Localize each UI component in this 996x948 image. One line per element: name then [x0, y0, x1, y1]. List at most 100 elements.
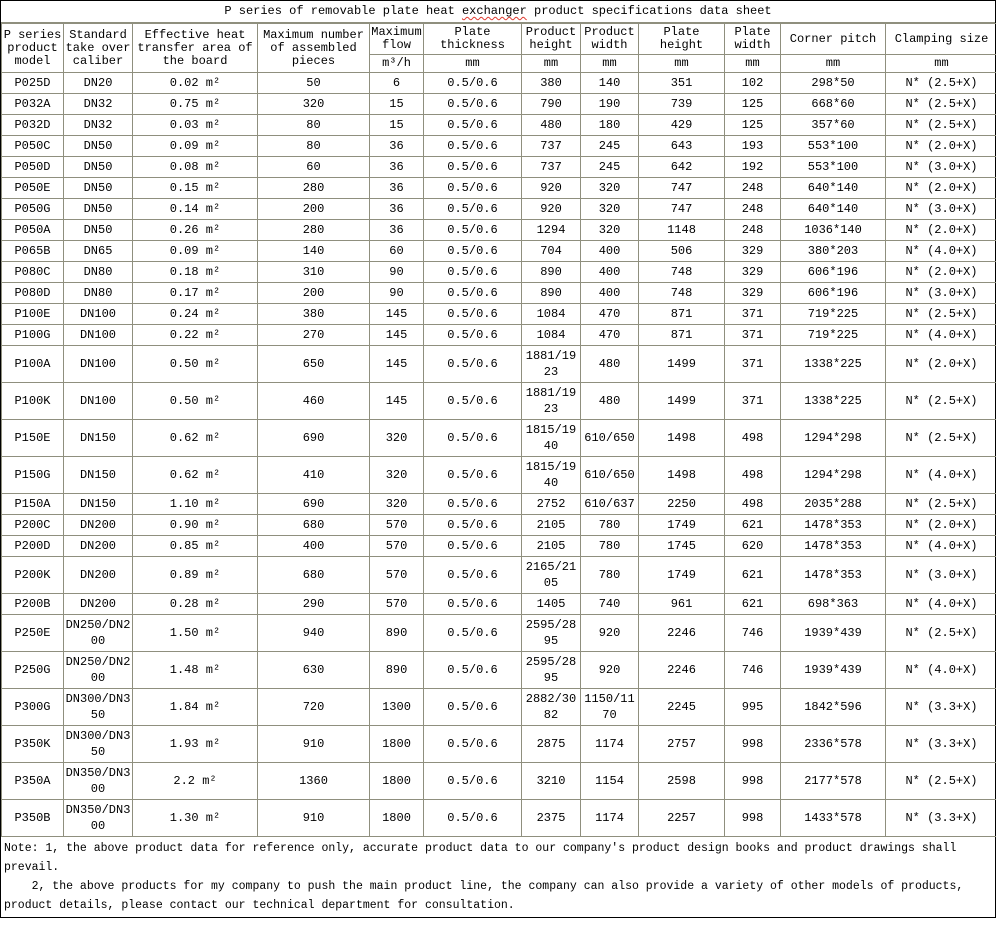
cell-product-height: 1405 — [521, 593, 581, 615]
cell-max-flow: 320 — [369, 419, 424, 457]
cell-pieces: 200 — [257, 282, 370, 304]
cell-pieces: 280 — [257, 177, 370, 199]
cell-area: 1.48 m² — [132, 651, 258, 689]
cell-plate-height: 739 — [638, 93, 725, 115]
cell-product-width: 610/637 — [580, 493, 639, 515]
cell-plate-thickness: 0.5/0.6 — [423, 135, 522, 157]
cell-plate-height: 2245 — [638, 688, 725, 726]
cell-corner-pitch: 1294*298 — [780, 456, 886, 494]
cell-plate-thickness: 0.5/0.6 — [423, 456, 522, 494]
cell-product-height: 2595/2895 — [521, 614, 581, 652]
cell-product-height: 1084 — [521, 324, 581, 346]
cell-plate-thickness: 0.5/0.6 — [423, 762, 522, 800]
cell-area: 0.09 m² — [132, 240, 258, 262]
cell-plate-height: 1499 — [638, 345, 725, 383]
cell-product-width: 610/650 — [580, 456, 639, 494]
cell-caliber: DN100 — [63, 303, 133, 325]
cell-caliber: DN65 — [63, 240, 133, 262]
cell-caliber: DN300/DN350 — [63, 725, 133, 763]
cell-clamping-size: N* (2.5+X) — [885, 382, 996, 420]
cell-model: P050E — [1, 177, 64, 199]
cell-plate-thickness: 0.5/0.6 — [423, 593, 522, 615]
cell-area: 0.02 m² — [132, 72, 258, 94]
cell-plate-width: 329 — [724, 240, 781, 262]
cell-product-height: 2105 — [521, 514, 581, 536]
cell-plate-height: 1745 — [638, 535, 725, 557]
cell-plate-thickness: 0.5/0.6 — [423, 303, 522, 325]
cell-caliber: DN350/DN300 — [63, 762, 133, 800]
cell-plate-width: 621 — [724, 593, 781, 615]
cell-clamping-size: N* (2.0+X) — [885, 219, 996, 241]
cell-clamping-size: N* (2.5+X) — [885, 114, 996, 136]
cell-product-width: 140 — [580, 72, 639, 94]
cell-corner-pitch: 640*140 — [780, 198, 886, 220]
cell-max-flow: 90 — [369, 282, 424, 304]
cell-product-width: 1174 — [580, 799, 639, 837]
cell-area: 0.62 m² — [132, 419, 258, 457]
cell-product-width: 400 — [580, 240, 639, 262]
title-text-post: product specifications data sheet — [526, 4, 772, 18]
cell-plate-height: 1749 — [638, 514, 725, 536]
cell-pieces: 380 — [257, 303, 370, 325]
cell-max-flow: 570 — [369, 593, 424, 615]
cell-pieces: 680 — [257, 556, 370, 594]
cell-plate-thickness: 0.5/0.6 — [423, 614, 522, 652]
cell-caliber: DN20 — [63, 72, 133, 94]
col-header-plate-width: Plate width — [724, 23, 781, 55]
cell-clamping-size: N* (3.0+X) — [885, 198, 996, 220]
cell-clamping-size: N* (2.0+X) — [885, 177, 996, 199]
cell-clamping-size: N* (2.0+X) — [885, 261, 996, 283]
cell-area: 0.50 m² — [132, 345, 258, 383]
table-row: P300G DN300/DN350 1.84 m² 720 1300 0.5/0.6 288… — [1, 688, 996, 726]
cell-plate-height: 2250 — [638, 493, 725, 515]
cell-area: 0.26 m² — [132, 219, 258, 241]
cell-model: P100K — [1, 382, 64, 420]
cell-corner-pitch: 606*196 — [780, 282, 886, 304]
cell-pieces: 460 — [257, 382, 370, 420]
cell-pieces: 650 — [257, 345, 370, 383]
cell-product-height: 2882/3082 — [521, 688, 581, 726]
cell-model: P100E — [1, 303, 64, 325]
cell-max-flow: 36 — [369, 177, 424, 199]
cell-max-flow: 890 — [369, 651, 424, 689]
cell-plate-width: 329 — [724, 282, 781, 304]
cell-pieces: 280 — [257, 219, 370, 241]
table-row: P050E DN50 0.15 m² 280 36 0.5/0.6 920 320 747 248… — [1, 177, 996, 199]
cell-corner-pitch: 553*100 — [780, 156, 886, 178]
cell-product-width: 470 — [580, 324, 639, 346]
cell-caliber: DN100 — [63, 382, 133, 420]
cell-caliber: DN200 — [63, 593, 133, 615]
cell-max-flow: 570 — [369, 535, 424, 557]
table-row: P050G DN50 0.14 m² 200 36 0.5/0.6 920 320 747 248… — [1, 198, 996, 220]
cell-corner-pitch: 1842*596 — [780, 688, 886, 726]
cell-product-height: 790 — [521, 93, 581, 115]
cell-caliber: DN300/DN350 — [63, 688, 133, 726]
cell-product-height: 737 — [521, 156, 581, 178]
cell-plate-width: 371 — [724, 345, 781, 383]
cell-plate-height: 642 — [638, 156, 725, 178]
cell-area: 0.17 m² — [132, 282, 258, 304]
cell-clamping-size: N* (3.0+X) — [885, 282, 996, 304]
cell-max-flow: 60 — [369, 240, 424, 262]
cell-max-flow: 890 — [369, 614, 424, 652]
cell-caliber: DN150 — [63, 456, 133, 494]
cell-caliber: DN100 — [63, 345, 133, 383]
cell-clamping-size: N* (4.0+X) — [885, 535, 996, 557]
title-text-pre: P series of removable plate heat — [224, 4, 462, 18]
cell-plate-width: 329 — [724, 261, 781, 283]
cell-product-width: 320 — [580, 198, 639, 220]
cell-product-width: 470 — [580, 303, 639, 325]
cell-caliber: DN80 — [63, 282, 133, 304]
col-unit-clamping-size: mm — [885, 54, 996, 73]
cell-pieces: 310 — [257, 261, 370, 283]
cell-model: P300G — [1, 688, 64, 726]
cell-corner-pitch: 719*225 — [780, 324, 886, 346]
cell-corner-pitch: 380*203 — [780, 240, 886, 262]
cell-plate-height: 2757 — [638, 725, 725, 763]
cell-plate-width: 192 — [724, 156, 781, 178]
cell-corner-pitch: 1478*353 — [780, 556, 886, 594]
cell-max-flow: 36 — [369, 135, 424, 157]
cell-product-height: 920 — [521, 177, 581, 199]
cell-plate-width: 248 — [724, 219, 781, 241]
col-unit-product-width: mm — [580, 54, 639, 73]
